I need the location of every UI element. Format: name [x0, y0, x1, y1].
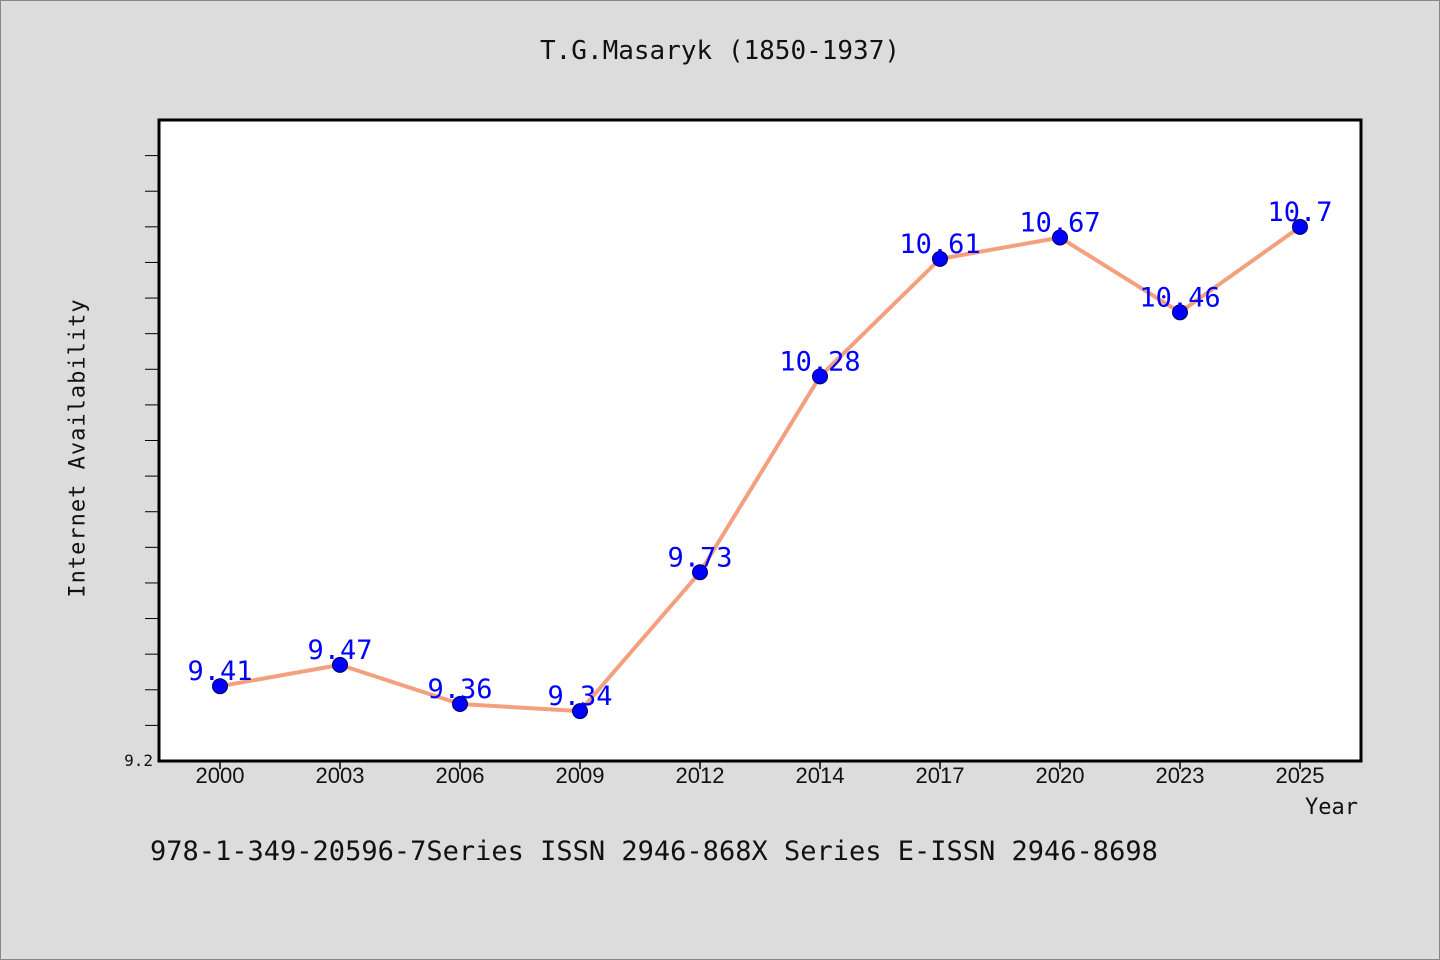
data-point: [1292, 218, 1308, 235]
data-point: [692, 564, 708, 581]
data-point: [332, 656, 348, 673]
data-point: [812, 368, 828, 385]
data-point: [452, 696, 468, 713]
data-label: 10.7: [1267, 197, 1332, 228]
data-point: [932, 250, 948, 267]
x-tick-label: 2000: [196, 763, 245, 788]
y-axis-label: Internet Availability: [65, 298, 91, 598]
y-ticks: [145, 155, 159, 726]
x-tick-label: 2009: [556, 763, 605, 788]
x-tick-label: 2023: [1156, 763, 1205, 788]
x-tick-labels: 2000 2003 2006 2009 2012 2014 2017 2020 2023 2025: [196, 763, 1325, 788]
data-label: 10.46: [1139, 282, 1220, 313]
data-point: [572, 703, 588, 720]
data-label: 10.28: [779, 346, 860, 377]
x-axis-label: Year: [1305, 795, 1358, 820]
plot-background: [157, 118, 1363, 763]
y-tick-label: 9.2: [124, 751, 153, 770]
x-tick-label: 2003: [316, 763, 365, 788]
x-tick-label: 2012: [676, 763, 725, 788]
data-point: [1052, 229, 1068, 246]
data-point: [212, 678, 228, 695]
data-labels: 9.41 9.47 9.36 9.34 9.73 10.28 10.61 10.67 10.46…: [187, 197, 1332, 712]
x-tick-label: 2017: [916, 763, 965, 788]
y-tick-labels: 9.2: [124, 751, 153, 770]
x-tick-label: 2014: [796, 763, 845, 788]
data-label: 9.73: [667, 542, 732, 573]
x-tick-label: 2006: [436, 763, 485, 788]
data-label: 9.41: [187, 656, 252, 687]
x-tick-label: 2025: [1276, 763, 1325, 788]
data-label: 10.67: [1019, 208, 1100, 239]
x-tick-label: 2020: [1036, 763, 1085, 788]
data-label: 9.36: [427, 674, 492, 705]
footer-text: 978-1-349-20596-7Series ISSN 2946-868X S…: [150, 836, 1158, 867]
series-line: [219, 225, 1302, 714]
x-ticks: [219, 760, 1301, 769]
series-markers: [212, 218, 1308, 720]
data-point: [1172, 304, 1188, 321]
chart-title: T.G.Masaryk (1850-1937): [539, 36, 901, 66]
data-label: 10.61: [899, 229, 980, 260]
data-label: 9.47: [307, 635, 372, 666]
data-label: 9.34: [547, 681, 612, 712]
